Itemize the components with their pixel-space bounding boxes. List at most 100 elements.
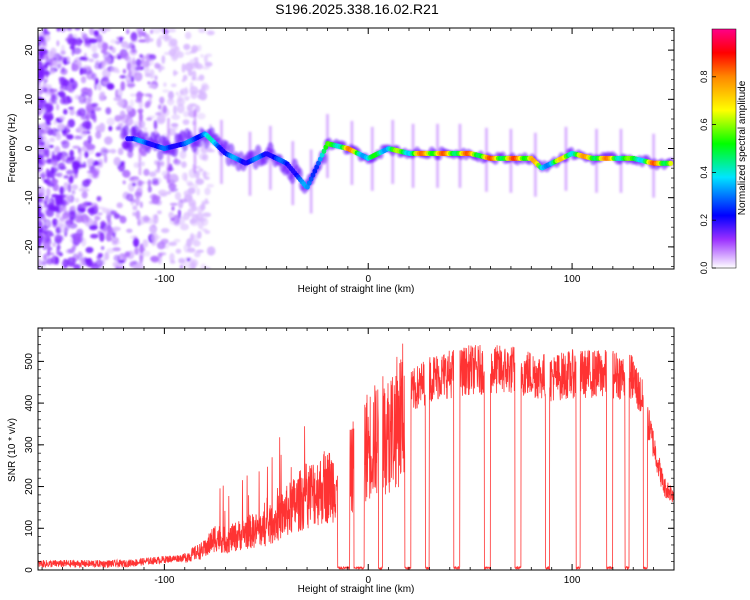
noise-blob (38, 35, 45, 43)
noise-blob (38, 41, 41, 47)
noise-blob (156, 210, 162, 215)
x-tick-label: 100 (564, 575, 581, 586)
noise-blob (69, 108, 75, 116)
noise-blob (129, 99, 135, 108)
noise-blob (208, 146, 213, 152)
noise-blob (86, 111, 90, 122)
noise-blob (128, 69, 132, 79)
ridge-core (312, 168, 318, 174)
noise-blob (115, 69, 121, 74)
colorbar-tick-label: 0.6 (699, 118, 709, 131)
noise-blob (43, 78, 48, 84)
noise-blob (51, 159, 59, 168)
noise-blob (61, 204, 67, 213)
noise-blob (189, 234, 199, 242)
noise-blob (72, 253, 79, 263)
noise-blob (57, 123, 66, 131)
noise-blob (51, 194, 59, 198)
noise-blob (106, 248, 115, 254)
noise-blob (183, 43, 191, 51)
noise-blob (156, 241, 166, 250)
noise-blob (169, 252, 175, 263)
noise-blob (170, 122, 179, 128)
ridge-halo (254, 144, 262, 157)
noise-blob (85, 246, 94, 254)
noise-blob (47, 173, 53, 179)
noise-blob (101, 76, 110, 82)
noise-blob (116, 101, 124, 106)
noise-blob (48, 104, 54, 112)
noise-blob (105, 28, 111, 32)
ridge-core (321, 148, 327, 154)
noise-blob (112, 232, 116, 238)
noise-blob (96, 216, 101, 220)
noise-blob (114, 114, 122, 122)
noise-blob (57, 162, 66, 170)
noise-blob (184, 172, 188, 183)
noise-blob (139, 254, 144, 264)
ridge-core (316, 160, 321, 166)
noise-blob (168, 241, 177, 247)
noise-blob (106, 219, 112, 227)
noise-blob (185, 97, 189, 102)
noise-blob (158, 252, 167, 256)
noise-blob (120, 81, 126, 91)
noise-blob (187, 69, 193, 77)
noise-blob (144, 93, 152, 97)
noise-blob (130, 201, 134, 206)
noise-blob (53, 172, 60, 177)
noise-blob (109, 148, 117, 154)
noise-blob (51, 51, 57, 59)
noise-blob (181, 63, 186, 73)
noise-blob (130, 38, 138, 43)
noise-blob (61, 194, 69, 203)
noise-blob (68, 222, 78, 229)
noise-blob (200, 54, 204, 58)
snr-x-label: Height of straight line (km) (298, 584, 415, 595)
noise-blob (78, 188, 85, 192)
noise-blob (120, 49, 124, 59)
spectrogram-x-label: Height of straight line (km) (298, 284, 415, 295)
noise-blob (54, 145, 61, 154)
noise-blob (38, 147, 42, 153)
noise-blob (192, 183, 199, 190)
noise-blob (189, 193, 193, 202)
noise-blob (126, 28, 130, 35)
noise-blob (81, 120, 91, 130)
noise-blob (59, 186, 65, 195)
noise-blob (97, 230, 102, 236)
noise-blob (60, 44, 65, 54)
noise-blob (83, 201, 88, 209)
noise-blob (168, 127, 176, 136)
noise-blob (72, 145, 80, 149)
noise-blob (83, 87, 88, 91)
noise-blob (59, 55, 63, 61)
noise-blob (127, 250, 135, 260)
noise-blob (157, 104, 162, 110)
noise-blob (73, 233, 82, 244)
noise-blob (63, 108, 68, 115)
noise-blob (197, 93, 202, 100)
noise-blob (168, 211, 175, 219)
noise-blob (156, 117, 165, 125)
noise-blob (129, 48, 138, 56)
noise-blob (75, 156, 82, 163)
noise-blob (158, 34, 167, 40)
noise-blob (193, 57, 199, 61)
noise-blob (43, 111, 50, 120)
noise-blob (39, 67, 45, 74)
noise-blob (167, 28, 177, 33)
noise-blob (39, 260, 48, 266)
noise-blob (122, 180, 126, 185)
noise-blob (117, 147, 124, 156)
noise-blob (76, 37, 82, 47)
noise-blob (131, 182, 136, 187)
noise-blob (38, 86, 46, 92)
noise-blob (135, 196, 140, 207)
noise-blob (108, 45, 114, 51)
noise-blob (133, 162, 140, 169)
noise-blob (196, 112, 206, 120)
noise-blob (102, 50, 109, 56)
noise-blob (77, 108, 87, 117)
